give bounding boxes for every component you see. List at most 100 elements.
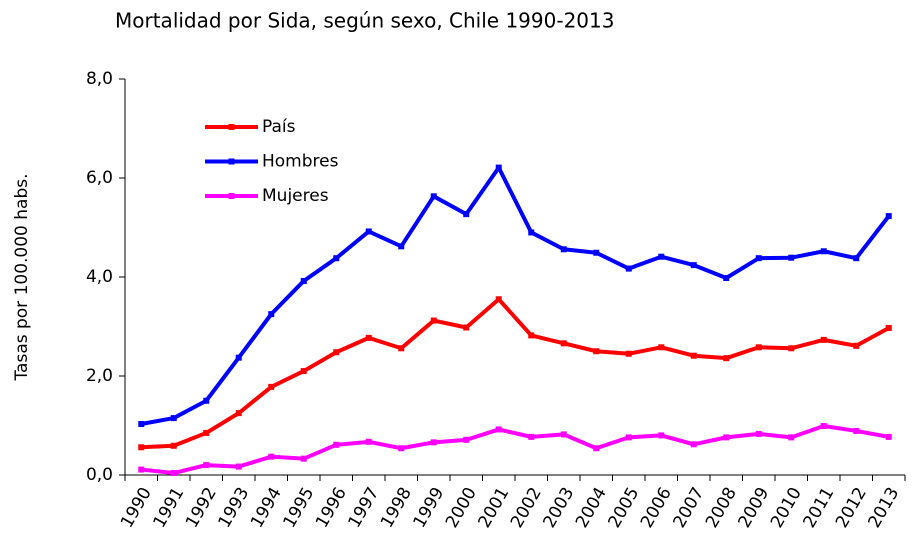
- x-tick-label: 1995: [279, 484, 318, 531]
- point: [593, 249, 600, 256]
- point: [235, 354, 242, 361]
- point: [528, 433, 535, 440]
- point: [365, 438, 372, 445]
- point: [853, 342, 860, 349]
- x-tick-label: 1997: [344, 484, 383, 531]
- point: [333, 441, 340, 448]
- point: [885, 324, 892, 331]
- point: [463, 436, 470, 443]
- point: [885, 213, 892, 220]
- point: [463, 324, 470, 331]
- point: [560, 340, 567, 347]
- point: [690, 441, 697, 448]
- point: [203, 397, 210, 404]
- point: [235, 410, 242, 417]
- y-tick-label: 2,0: [86, 366, 113, 386]
- point: [268, 383, 275, 390]
- point: [300, 455, 307, 462]
- point: [788, 345, 795, 352]
- legend-label: País: [262, 117, 296, 137]
- x-tick-label: 2007: [669, 484, 708, 531]
- point: [528, 229, 535, 236]
- point: [885, 433, 892, 440]
- point: [625, 350, 632, 357]
- point: [560, 246, 567, 253]
- point: [138, 421, 145, 428]
- x-tick-label: 1998: [377, 484, 416, 531]
- y-axis-label: Tasas por 100.000 habs.: [12, 173, 32, 381]
- point: [430, 439, 437, 446]
- point: [755, 255, 762, 262]
- point: [495, 426, 502, 433]
- point: [755, 344, 762, 351]
- point: [300, 277, 307, 284]
- point: [755, 430, 762, 437]
- x-tick-label: 2003: [539, 484, 578, 531]
- legend-marker: [228, 158, 235, 165]
- legend-label: Mujeres: [262, 186, 329, 206]
- x-tick-label: 2002: [507, 484, 546, 531]
- series-line: [140, 165, 891, 426]
- point: [333, 349, 340, 356]
- x-tick-label: 1992: [182, 484, 221, 531]
- y-tick-label: 8,0: [86, 69, 113, 89]
- point: [820, 336, 827, 343]
- x-tick-label: 2005: [604, 484, 643, 531]
- chart-title: Mortalidad por Sida, según sexo, Chile 1…: [115, 9, 614, 33]
- point: [723, 434, 730, 441]
- y-tick-label: 4,0: [86, 267, 113, 287]
- x-tick-label: 2001: [474, 484, 513, 531]
- series-line: [141, 423, 890, 476]
- x-tick-label: 2006: [637, 484, 676, 531]
- point: [333, 255, 340, 262]
- point: [820, 422, 827, 429]
- point: [398, 345, 405, 352]
- point: [690, 352, 697, 359]
- x-tick-label: 1990: [117, 484, 156, 531]
- y-tick-label: 6,0: [86, 168, 113, 188]
- point: [593, 348, 600, 355]
- point: [788, 434, 795, 441]
- point: [853, 427, 860, 434]
- point: [658, 432, 665, 439]
- point: [658, 344, 665, 351]
- point: [788, 254, 795, 261]
- point: [398, 243, 405, 250]
- legend-marker: [228, 193, 235, 199]
- legend-marker: [228, 124, 235, 130]
- x-tick-label: 2004: [572, 484, 611, 531]
- point: [690, 262, 697, 269]
- point: [723, 274, 730, 281]
- x-tick-label: 2009: [734, 484, 773, 531]
- point: [593, 445, 600, 452]
- point: [138, 466, 145, 473]
- x-tick-label: 1996: [312, 484, 351, 531]
- point: [235, 463, 242, 470]
- point: [138, 444, 145, 451]
- point: [170, 442, 177, 449]
- point: [495, 164, 502, 171]
- point: [203, 462, 210, 469]
- point: [170, 470, 177, 477]
- point: [853, 255, 860, 262]
- x-tick-label: 1991: [149, 484, 188, 531]
- point: [268, 311, 275, 318]
- x-tick-label: 2008: [702, 484, 741, 531]
- x-tick-label: 2010: [767, 484, 806, 531]
- x-tick-label: 2011: [799, 484, 838, 531]
- point: [430, 193, 437, 200]
- point: [430, 317, 437, 324]
- point: [560, 431, 567, 438]
- point: [365, 334, 372, 341]
- point: [463, 211, 470, 218]
- point: [625, 434, 632, 441]
- point: [625, 265, 632, 272]
- point: [170, 415, 177, 422]
- legend-label: Hombres: [262, 152, 339, 172]
- point: [365, 228, 372, 235]
- point: [268, 453, 275, 460]
- series-line: [141, 297, 890, 450]
- y-tick-label: 0,0: [86, 465, 113, 485]
- x-tick-label: 1993: [214, 484, 253, 531]
